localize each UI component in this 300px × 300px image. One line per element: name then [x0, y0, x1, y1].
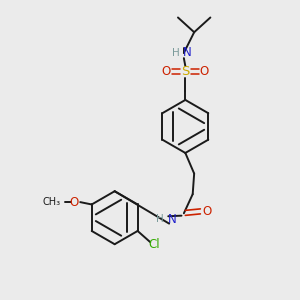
Text: CH₃: CH₃: [43, 197, 61, 207]
Text: S: S: [181, 65, 190, 79]
Text: N: N: [183, 46, 192, 59]
Text: H: H: [156, 214, 164, 224]
Text: O: O: [162, 65, 171, 79]
Text: H: H: [172, 48, 179, 58]
Text: O: O: [202, 205, 211, 218]
Text: O: O: [200, 65, 209, 79]
Text: Cl: Cl: [148, 238, 160, 251]
Text: O: O: [69, 196, 79, 208]
Text: N: N: [168, 213, 176, 226]
